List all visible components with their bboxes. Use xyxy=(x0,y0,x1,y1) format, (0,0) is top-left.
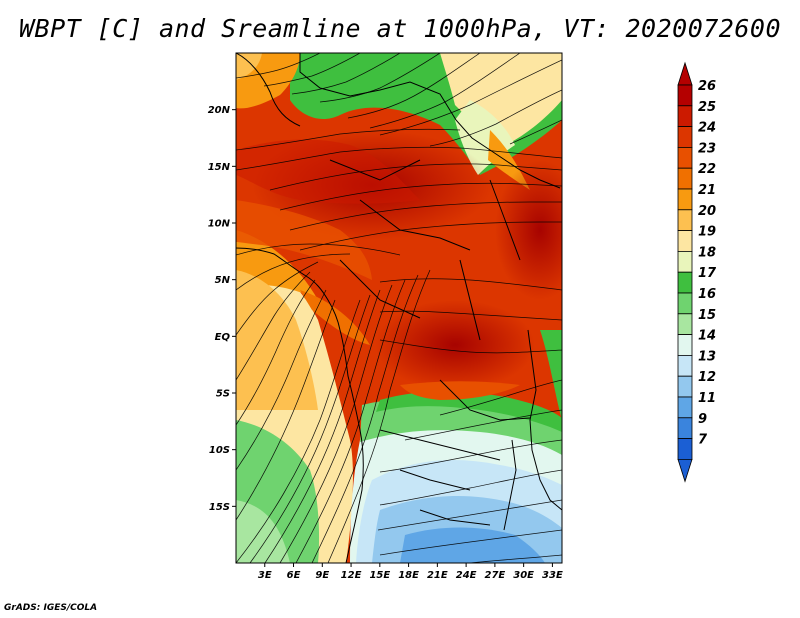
colorbar-label: 23 xyxy=(698,141,716,156)
colorbar-swatch xyxy=(677,84,693,107)
colorbar-swatch xyxy=(677,417,693,439)
grads-credit: GrADS: IGES/COLA xyxy=(4,603,98,613)
colorbar-label: 22 xyxy=(698,162,716,177)
colorbar-swatch xyxy=(677,292,693,315)
colorbar-label: 24 xyxy=(698,121,716,136)
wbpt-field xyxy=(236,53,562,563)
colorbar-label: 26 xyxy=(698,79,716,94)
lat-tick-label: 20N xyxy=(208,105,231,116)
colorbar: 26 25 24 23 22 21 20 19 18 17 16 15 14 13 12 11 9 7 xyxy=(677,61,717,483)
colorbar-label: 13 xyxy=(698,349,716,364)
colorbar-swatch xyxy=(677,209,693,232)
lon-tick-label: 33E xyxy=(542,570,563,581)
lon-tick-label: 21E xyxy=(427,570,448,581)
colorbar-swatch xyxy=(677,250,693,273)
map-title: WBPT [C] and Sreamline at 1000hPa, VT: 2… xyxy=(18,14,781,43)
colorbar-swatch xyxy=(677,230,693,252)
coastlines xyxy=(236,53,562,563)
lat-tick-label: 15N xyxy=(208,162,231,173)
streamlines xyxy=(236,53,562,563)
colorbar-top-arrow xyxy=(677,61,693,86)
lat-tick-label: 10S xyxy=(209,445,230,456)
colorbar-label: 12 xyxy=(698,370,716,385)
colorbar-label: 21 xyxy=(698,183,716,198)
colorbar-swatch xyxy=(677,126,693,148)
colorbar-label: 16 xyxy=(698,287,716,302)
colorbar-swatch xyxy=(677,334,693,356)
colorbar-label: 25 xyxy=(698,100,716,115)
lon-tick-label: 24E xyxy=(456,570,477,581)
lat-tick-label: 5N xyxy=(215,275,231,286)
lat-tick-label: 10N xyxy=(208,219,231,230)
lat-tick-label: 15S xyxy=(209,502,230,513)
lat-tick-label: EQ xyxy=(215,332,231,343)
lon-tick-label: 6E xyxy=(287,570,301,581)
colorbar-swatch xyxy=(677,167,693,190)
lon-tick-label: 30E xyxy=(513,570,534,581)
colorbar-swatch xyxy=(677,396,693,419)
colorbar-label: 14 xyxy=(698,329,716,344)
colorbar-label: 18 xyxy=(698,245,716,260)
colorbar-swatch xyxy=(677,146,693,169)
lon-tick-label: 3E xyxy=(258,570,272,581)
colorbar-swatch xyxy=(677,313,693,335)
map-frame xyxy=(235,52,563,564)
lon-tick-label: 12E xyxy=(341,570,362,581)
latitude-axis: 20N 15N 10N 5N EQ 5S 10S 15S xyxy=(208,105,236,513)
colorbar-label: 19 xyxy=(698,225,716,240)
lon-tick-label: 9E xyxy=(315,570,329,581)
colorbar-label: 9 xyxy=(698,412,707,427)
colorbar-swatch xyxy=(677,271,693,294)
colorbar-bottom-arrow xyxy=(677,458,693,483)
colorbar-label: 7 xyxy=(698,433,708,448)
colorbar-label: 17 xyxy=(698,266,717,281)
lat-tick-label: 5S xyxy=(216,389,230,400)
lon-tick-label: 15E xyxy=(369,570,390,581)
colorbar-label: 20 xyxy=(698,204,716,219)
lon-tick-label: 27E xyxy=(485,570,506,581)
colorbar-swatch xyxy=(677,188,693,211)
colorbar-label: 11 xyxy=(698,391,716,406)
longitude-axis: 3E 6E 9E 12E 15E 18E 21E 24E 27E 30E 33E xyxy=(258,563,563,581)
lon-tick-label: 18E xyxy=(398,570,419,581)
colorbar-label: 15 xyxy=(698,308,716,323)
colorbar-swatch xyxy=(677,354,693,377)
colorbar-swatch xyxy=(677,438,693,460)
colorbar-swatch xyxy=(677,105,693,128)
colorbar-swatch xyxy=(677,375,693,398)
